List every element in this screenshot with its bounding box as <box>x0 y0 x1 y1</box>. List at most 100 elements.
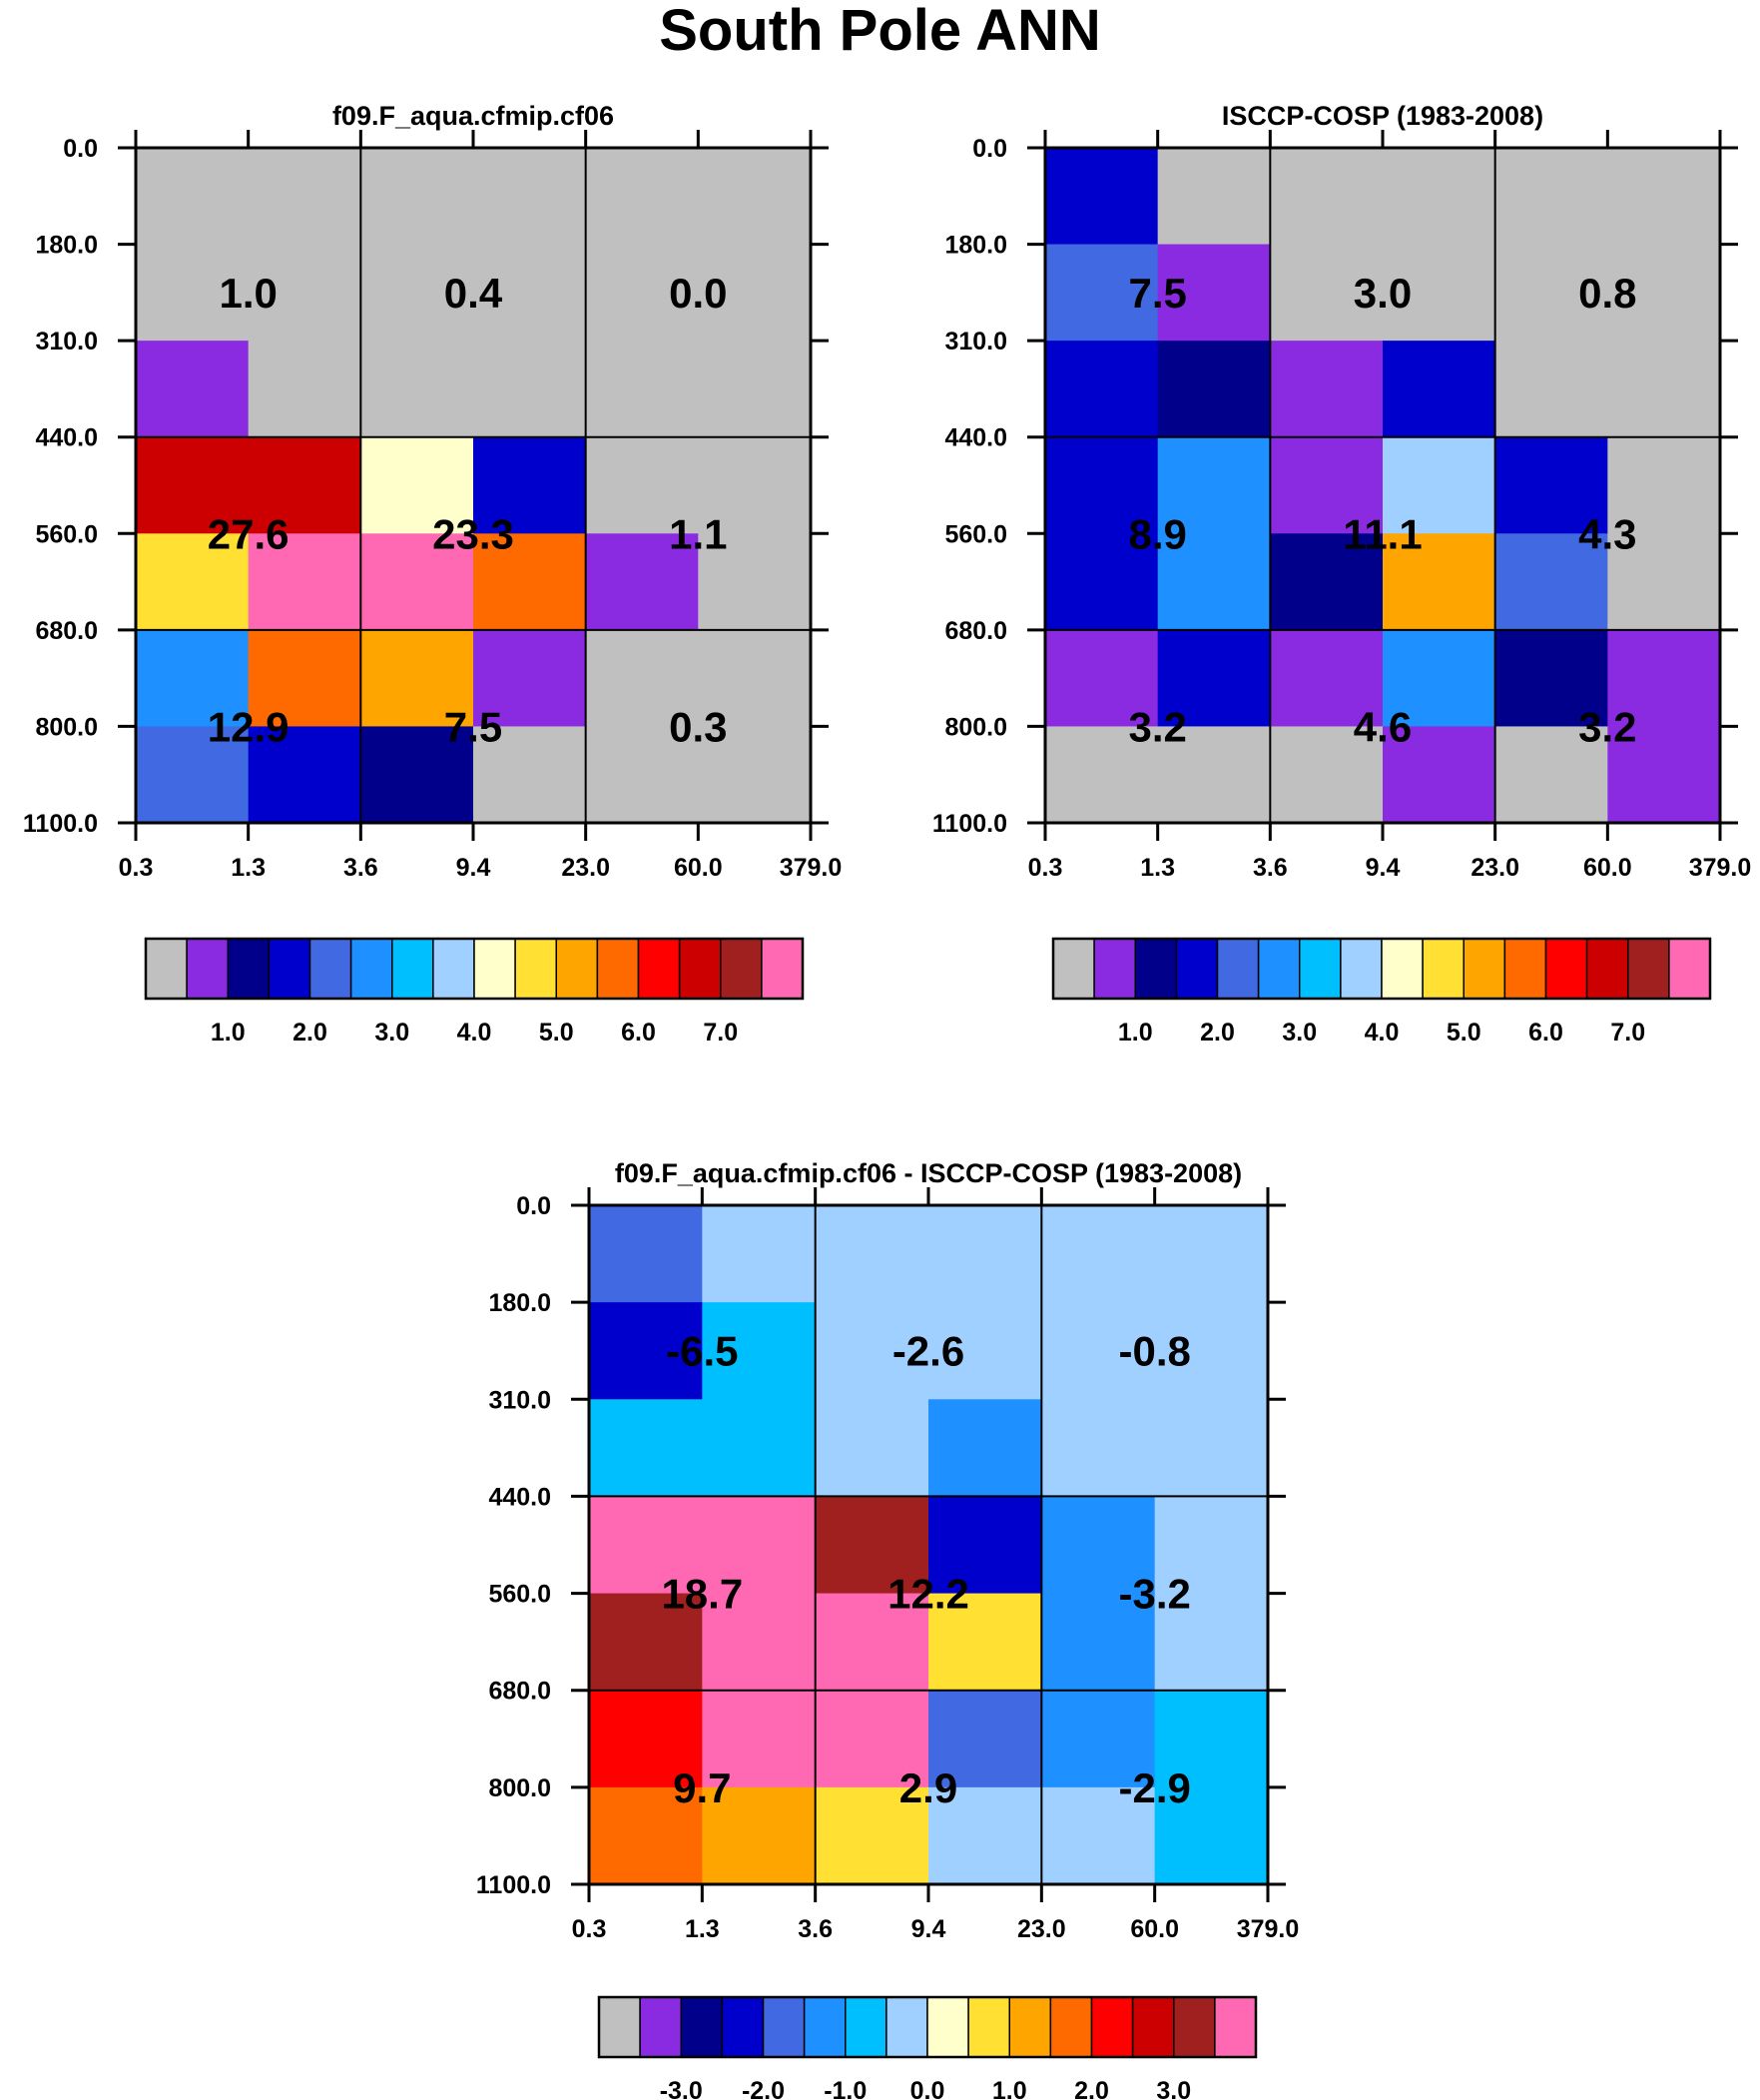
heatmap-cell <box>360 148 474 246</box>
heatmap-cell <box>1045 148 1159 246</box>
heatmap-cell <box>360 629 474 728</box>
y-tick-label: 0.0 <box>972 135 1007 163</box>
colorbar-swatch <box>1049 1996 1093 2058</box>
heatmap-cell <box>815 1593 929 1692</box>
colorbar-swatch <box>145 938 188 1000</box>
colorbar-swatch <box>1175 938 1219 1000</box>
heatmap-cell <box>928 1786 1042 1885</box>
colorbar-label: -2.0 <box>742 2077 785 2100</box>
heatmap-cell <box>136 436 250 534</box>
colorbar-swatch <box>1627 938 1670 1000</box>
heatmap-cell <box>1607 244 1721 342</box>
colorbar-swatch <box>186 938 229 1000</box>
y-tick-label: 310.0 <box>488 1386 551 1414</box>
colorbar-swatch <box>1214 1996 1257 2058</box>
heatmap-cell <box>136 341 250 438</box>
heatmap-cell <box>589 1593 703 1692</box>
x-tick-label: 60.0 <box>1130 1915 1179 1943</box>
colorbar-swatch <box>596 938 640 1000</box>
heatmap-cell <box>1607 533 1721 631</box>
heatmap-cell <box>585 148 699 246</box>
colorbar-swatch <box>678 938 722 1000</box>
y-tick-label: 680.0 <box>488 1678 551 1706</box>
colorbar-swatch <box>967 1996 1010 2058</box>
y-tick-label: 310.0 <box>944 328 1007 355</box>
colorbar-label: 1.0 <box>992 2077 1027 2100</box>
y-tick-label: 560.0 <box>488 1581 551 1609</box>
heatmap-cell <box>928 1593 1042 1692</box>
heatmap-cell <box>1494 533 1608 631</box>
x-tick-label: 1.3 <box>1140 854 1175 882</box>
colorbar-swatch <box>1008 1996 1052 2058</box>
y-tick-label: 1100.0 <box>932 810 1007 838</box>
heatmap-cell <box>1270 436 1384 534</box>
colorbar-swatch <box>761 938 804 1000</box>
colorbar-swatch <box>1422 938 1465 1000</box>
heatmap-cell <box>585 341 699 438</box>
panel-title: f09.F_aqua.cfmip.cf06 <box>332 101 614 131</box>
heatmap-cell <box>1154 1496 1269 1595</box>
colorbar-label: 4.0 <box>457 1019 492 1047</box>
heatmap-cell <box>1045 341 1159 438</box>
heatmap-cell <box>1383 533 1496 631</box>
heatmap-cell <box>248 244 361 342</box>
heatmap-cell <box>589 1399 703 1498</box>
heatmap-cell <box>136 629 250 728</box>
panel-title: ISCCP-COSP (1983-2008) <box>1222 101 1543 131</box>
heatmap-cell <box>1041 1302 1156 1400</box>
sum-value-label: -6.5 <box>666 1328 738 1375</box>
heatmap-cell <box>1154 1593 1269 1692</box>
heatmap-cell <box>1154 1786 1269 1885</box>
sum-value-label: 0.0 <box>669 270 727 317</box>
heatmap-cell <box>248 726 361 824</box>
heatmap-cell <box>360 244 474 342</box>
x-tick-label: 0.3 <box>572 1915 607 1943</box>
colorbar-swatch <box>1173 1996 1216 2058</box>
colorbar-frame <box>144 937 805 1001</box>
y-tick-label: 180.0 <box>944 232 1007 260</box>
colorbar-swatch <box>1340 938 1383 1000</box>
x-tick-label: 1.3 <box>231 854 266 882</box>
heatmap-cell <box>136 148 250 246</box>
heatmap-cell <box>698 629 812 728</box>
heatmap-cell <box>1154 1302 1269 1400</box>
colorbar-swatch <box>803 1996 847 2058</box>
sum-value-label: 8.9 <box>1128 510 1186 557</box>
colorbar-swatch <box>432 938 475 1000</box>
colorbar-swatch <box>637 938 681 1000</box>
sum-value-label: 11.1 <box>1343 510 1422 557</box>
heatmap-cell <box>698 436 812 534</box>
colorbar-label: 3.0 <box>1282 1019 1317 1047</box>
sum-value-label: 27.6 <box>208 510 290 557</box>
heatmap-cell <box>473 726 587 824</box>
colorbar-label: 1.0 <box>1118 1019 1153 1047</box>
heatmap-cell <box>473 533 587 631</box>
heatmap-cell <box>1607 629 1721 728</box>
heatmap-cell <box>360 436 474 534</box>
colorbar-swatch <box>1463 938 1506 1000</box>
colorbar-swatch <box>1668 938 1711 1000</box>
sum-value-label: 0.3 <box>669 703 727 750</box>
heatmap-cell <box>1045 244 1159 342</box>
heatmap-cell <box>473 341 587 438</box>
heatmap-cell <box>248 533 361 631</box>
figure-title: South Pole ANN <box>659 0 1101 63</box>
heatmap-cell <box>473 436 587 534</box>
heatmap-cell <box>1157 148 1271 246</box>
heatmap-cell <box>1157 533 1271 631</box>
x-tick-label: 379.0 <box>1689 854 1752 882</box>
sum-value-label: 18.7 <box>661 1571 743 1618</box>
heatmap-cell <box>815 1690 929 1788</box>
colorbar-swatch <box>1544 938 1588 1000</box>
y-tick-label: 800.0 <box>35 713 98 741</box>
heatmap-cell <box>360 341 474 438</box>
heatmap-cell <box>1607 148 1721 246</box>
heatmap-cell <box>248 436 361 534</box>
sum-value-label: 23.3 <box>432 510 514 557</box>
heatmap-cell <box>585 726 699 824</box>
colorbar-label: -3.0 <box>660 2077 703 2100</box>
heatmap-cell <box>698 533 812 631</box>
x-tick-label: 0.3 <box>119 854 154 882</box>
sum-value-label: 2.9 <box>899 1764 957 1811</box>
heatmap-cell <box>1041 1690 1156 1788</box>
